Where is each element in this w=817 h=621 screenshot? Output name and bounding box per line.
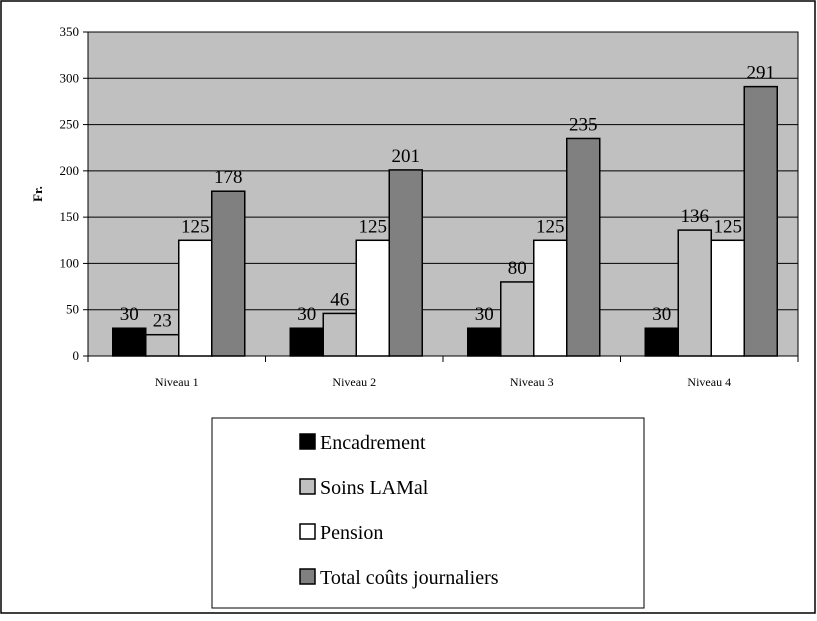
data-label: 30 — [475, 304, 494, 325]
legend-swatch — [299, 478, 316, 495]
bar — [178, 239, 213, 357]
legend-label: Pension — [320, 522, 383, 544]
x-axis: Niveau 1 Niveau 2 Niveau 3 Niveau 4 — [87, 356, 799, 389]
y-tick-label: 0 — [73, 348, 80, 363]
bar — [112, 327, 147, 357]
y-tick-label: 250 — [60, 117, 80, 132]
bar — [533, 239, 568, 357]
data-label: 201 — [392, 146, 421, 167]
bar — [710, 239, 745, 357]
bar — [644, 327, 679, 357]
data-label: 30 — [297, 304, 316, 325]
bar — [467, 327, 502, 357]
y-tick-label: 300 — [60, 70, 80, 85]
data-label: 291 — [747, 63, 776, 84]
x-tick-label: Niveau 4 — [687, 375, 731, 389]
data-label: 30 — [652, 304, 671, 325]
data-label: 46 — [330, 289, 349, 310]
data-label: 136 — [681, 206, 710, 227]
bar — [388, 169, 423, 357]
x-tick-label: Niveau 3 — [510, 375, 554, 389]
bar — [322, 312, 357, 357]
y-axis-label: Fr. — [30, 186, 45, 202]
bar — [677, 229, 712, 357]
data-label: 125 — [359, 216, 388, 237]
y-tick-label: 200 — [60, 163, 80, 178]
legend: Encadrement Soins LAMal Pension Total coûts… — [299, 432, 499, 589]
data-label: 125 — [714, 216, 743, 237]
bar — [355, 239, 390, 357]
y-tick-label: 50 — [66, 302, 79, 317]
legend-label: Encadrement — [320, 432, 426, 454]
bars — [112, 85, 778, 357]
data-label: 80 — [508, 258, 527, 279]
bar — [500, 281, 535, 357]
legend-box — [211, 417, 645, 609]
y-axis: 0 50 100 150 200 250 300 350 — [60, 24, 88, 363]
bar — [211, 190, 246, 357]
bar — [145, 333, 180, 357]
x-tick-label: Niveau 2 — [332, 375, 376, 389]
legend-swatch — [299, 433, 316, 450]
data-label: 178 — [214, 167, 243, 188]
data-label: 125 — [181, 216, 210, 237]
data-label: 125 — [536, 216, 565, 237]
y-tick-label: 150 — [60, 209, 80, 224]
legend-swatch — [299, 568, 316, 585]
legend-label: Soins LAMal — [320, 477, 429, 499]
legend-swatch — [299, 523, 316, 540]
bar — [566, 137, 601, 357]
y-tick-label: 100 — [60, 255, 80, 270]
bar — [743, 85, 778, 357]
data-label: 235 — [569, 114, 598, 135]
legend-label: Total coûts journaliers — [320, 567, 499, 589]
data-label: 23 — [153, 311, 172, 332]
x-tick-label: Niveau 1 — [155, 375, 199, 389]
data-label: 30 — [120, 304, 139, 325]
y-tick-label: 350 — [60, 24, 80, 39]
bar — [289, 327, 324, 357]
